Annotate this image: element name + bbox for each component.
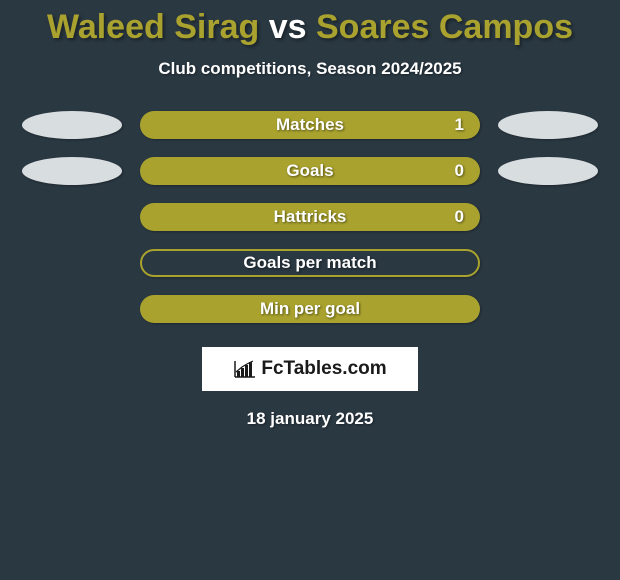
stat-value-right: 0 — [455, 161, 464, 181]
stat-bar-wrap: Hattricks 0 — [140, 203, 480, 231]
stat-row: Goals 0 — [10, 157, 610, 185]
logo: FcTables.com — [233, 358, 386, 380]
title-vs: vs — [269, 8, 307, 46]
bar-chart-icon — [233, 359, 257, 379]
title-player2: Soares Campos — [316, 8, 573, 46]
stat-rows: Matches 1 Goals 0 Hattricks 0 Goals per match M… — [0, 111, 620, 323]
player1-ellipse — [22, 111, 122, 139]
stat-label: Goals per match — [243, 253, 376, 273]
stat-value-right: 0 — [455, 207, 464, 227]
player2-ellipse — [498, 111, 598, 139]
stat-bar: Min per goal — [140, 295, 480, 323]
player1-ellipse — [22, 157, 122, 185]
stat-label: Goals — [286, 161, 333, 181]
stat-bar-wrap: Goals 0 — [140, 157, 480, 185]
player2-ellipse — [498, 157, 598, 185]
stat-bar-wrap: Min per goal — [140, 295, 480, 323]
stat-row: Min per goal — [10, 295, 610, 323]
page-title: Waleed Sirag vs Soares Campos — [0, 8, 620, 47]
stat-bar: Hattricks 0 — [140, 203, 480, 231]
logo-text: FcTables.com — [261, 358, 386, 380]
stat-bar-wrap: Goals per match — [140, 249, 480, 277]
stat-label: Hattricks — [274, 207, 347, 227]
date: 18 january 2025 — [0, 409, 620, 429]
stat-label: Min per goal — [260, 299, 360, 319]
stat-label: Matches — [276, 115, 344, 135]
stat-bar: Matches 1 — [140, 111, 480, 139]
stat-row: Hattricks 0 — [10, 203, 610, 231]
title-player1: Waleed Sirag — [47, 8, 259, 46]
stat-bar: Goals 0 — [140, 157, 480, 185]
stat-row: Goals per match — [10, 249, 610, 277]
stat-bar-wrap: Matches 1 — [140, 111, 480, 139]
stat-bar: Goals per match — [140, 249, 480, 277]
stat-row: Matches 1 — [10, 111, 610, 139]
subtitle: Club competitions, Season 2024/2025 — [0, 59, 620, 79]
stat-value-right: 1 — [455, 115, 464, 135]
logo-box: FcTables.com — [202, 347, 418, 391]
comparison-infographic: Waleed Sirag vs Soares Campos Club compe… — [0, 0, 620, 429]
